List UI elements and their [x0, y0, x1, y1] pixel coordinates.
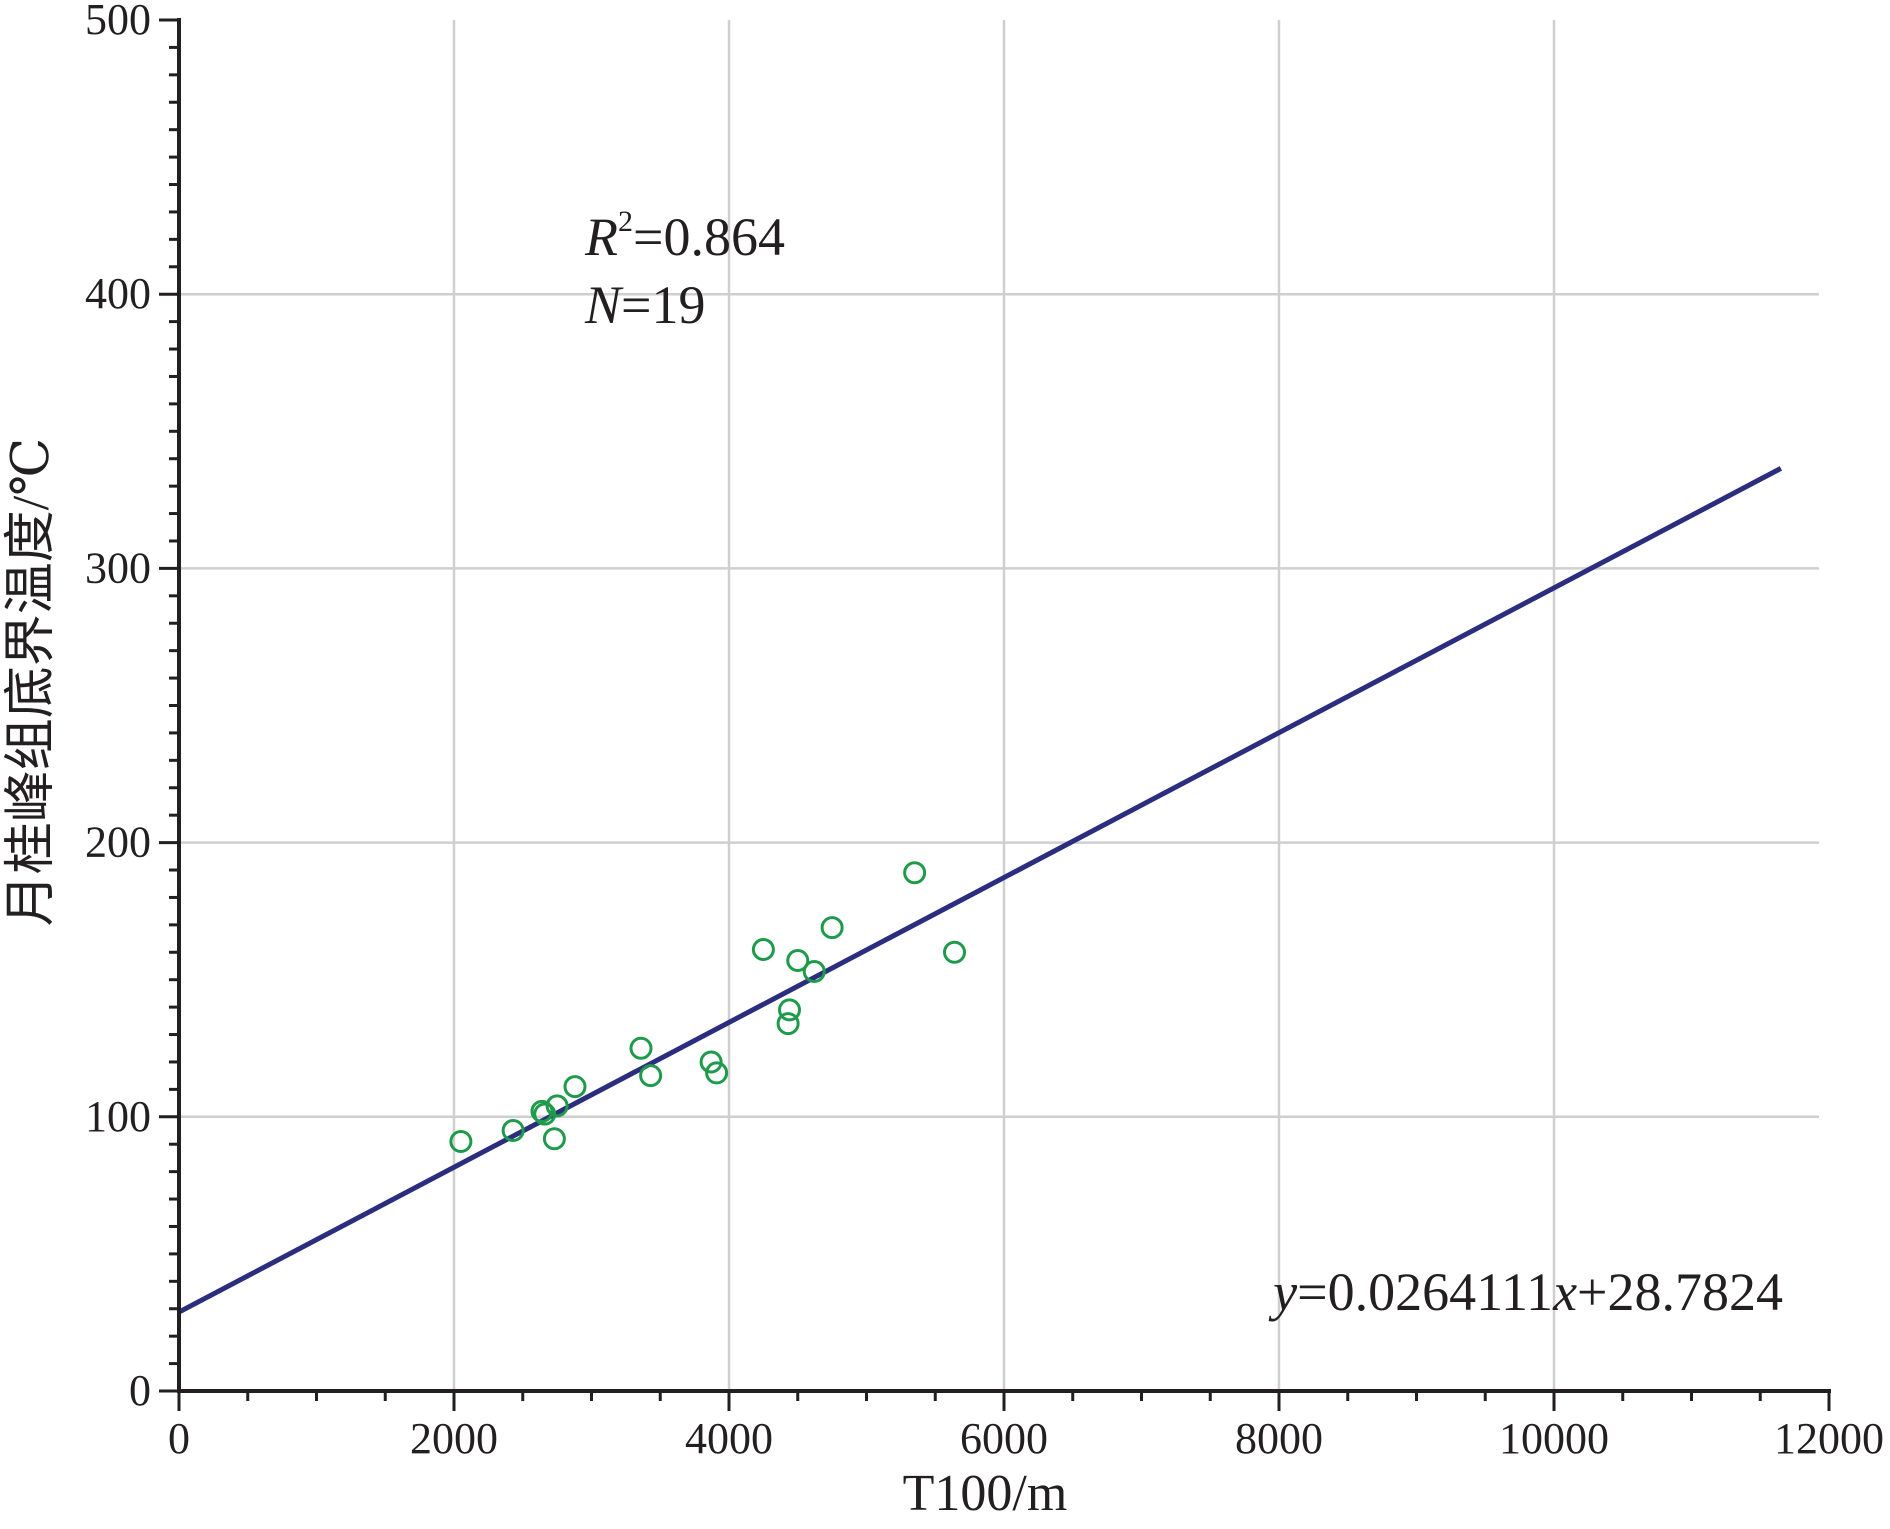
data-point [639, 1064, 663, 1088]
y-tick-label: 400 [85, 269, 151, 318]
data-point [629, 1036, 653, 1060]
points-layer [449, 861, 966, 1153]
data-point [705, 1061, 729, 1085]
y-tick-label: 300 [85, 543, 151, 592]
regression-line [177, 466, 1783, 1315]
data-point [449, 1129, 473, 1153]
equation-intercept: +28.7824 [1577, 1262, 1783, 1322]
fit-equation: y=0.0264111x+28.7824 [1268, 1262, 1783, 1322]
y-tick-label: 200 [85, 818, 151, 867]
x-tick-label: 10000 [1499, 1414, 1609, 1463]
data-point [943, 940, 966, 964]
data-point [545, 1094, 569, 1118]
n-annotation: N=19 [584, 275, 706, 335]
y-tick-label: 0 [129, 1366, 151, 1415]
y-tick-label: 500 [85, 0, 151, 44]
x-tick-label: 8000 [1235, 1414, 1323, 1463]
x-tick-label: 4000 [685, 1414, 773, 1463]
r-squared-annotation: R2=0.864 [584, 205, 785, 267]
data-point [778, 998, 801, 1022]
data-point [542, 1127, 566, 1151]
equation-y: y [1268, 1262, 1297, 1322]
data-point [530, 1099, 554, 1123]
equation-x: x [1552, 1262, 1577, 1322]
x-tick-label: 6000 [960, 1414, 1048, 1463]
axis-layer [159, 18, 1831, 1411]
fit-layer [177, 466, 1783, 1315]
data-point [802, 959, 826, 983]
r-superscript: 2 [618, 205, 633, 238]
data-point [786, 949, 810, 973]
data-point [563, 1075, 587, 1099]
n-symbol: N [584, 275, 624, 335]
data-point [699, 1050, 723, 1074]
x-tick-label: 2000 [410, 1414, 498, 1463]
data-point [776, 1012, 800, 1036]
n-value: =19 [621, 275, 705, 335]
data-point [751, 938, 775, 962]
grid-layer [179, 20, 1819, 1391]
r-squared-value: =0.864 [633, 207, 785, 267]
x-axis-title: T100/m [903, 1465, 1068, 1522]
y-tick-label: 100 [85, 1092, 151, 1141]
data-point [501, 1119, 525, 1143]
x-tick-label: 12000 [1774, 1414, 1884, 1463]
equation-slope: =0.0264111 [1297, 1262, 1553, 1322]
tick-labels: 0 2000 4000 6000 8000 10000 12000 0 100 200 300 400… [85, 0, 1884, 1463]
data-point [820, 916, 844, 940]
x-tick-label: 0 [168, 1414, 190, 1463]
r-symbol: R [584, 207, 618, 267]
y-axis-title: 月桂峰组底界温度/℃ [3, 438, 60, 927]
data-point [903, 861, 927, 885]
